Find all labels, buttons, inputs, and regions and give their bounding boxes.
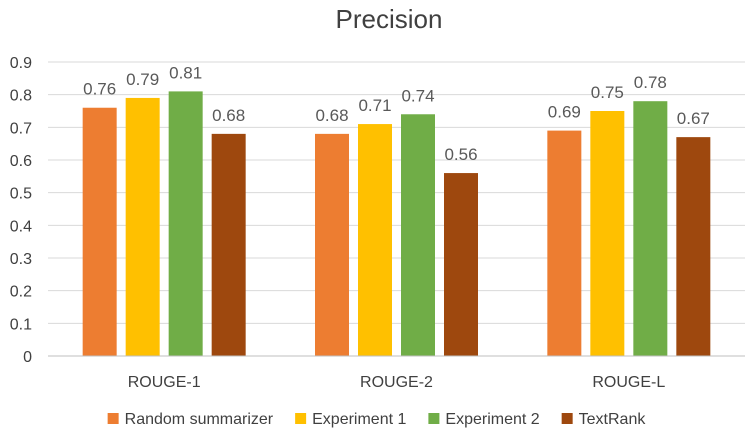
data-label: 0.69: [548, 103, 581, 122]
x-axis-categories: ROUGE-1 ROUGE-2 ROUGE-L: [128, 374, 666, 391]
data-label: 0.78: [634, 73, 667, 92]
legend-item: Experiment 1: [295, 411, 406, 428]
legend-item: Experiment 2: [428, 411, 540, 428]
legend-swatch: [561, 413, 573, 424]
data-labels: 0.76 0.79 0.81 0.68 0.68 0.71 0.74 0.56 0.69 0.75…: [83, 63, 710, 164]
legend-label: Experiment 2: [445, 411, 539, 428]
legend-swatch: [428, 413, 440, 424]
bar: [444, 173, 478, 356]
bar: [547, 130, 582, 356]
bar: [358, 124, 392, 356]
legend-label: Experiment 1: [312, 411, 406, 428]
bar: [125, 97, 160, 356]
y-tick-label: 0.5: [10, 186, 32, 203]
y-tick-label: 0.6: [10, 153, 32, 170]
y-tick-label: 0.2: [10, 284, 32, 301]
legend-label: Random summarizer: [125, 411, 274, 428]
data-label: 0.56: [444, 145, 477, 164]
y-tick-label: 0.4: [10, 218, 32, 235]
legend-item: TextRank: [561, 411, 647, 428]
y-tick-label: 0.3: [10, 251, 32, 268]
bar: [676, 137, 711, 356]
y-tick-label: 0.7: [10, 120, 32, 137]
data-label: 0.71: [358, 96, 391, 115]
legend-swatch: [107, 413, 119, 424]
x-category-label: ROUGE-1: [128, 374, 201, 391]
bar: [168, 91, 203, 357]
data-label: 0.81: [169, 63, 202, 82]
legend-item: Random summarizer: [107, 411, 274, 428]
bar: [590, 111, 625, 356]
y-tick-label: 0.8: [10, 88, 32, 105]
legend-swatch: [295, 413, 307, 424]
x-category-label: ROUGE-L: [592, 374, 665, 391]
data-label: 0.76: [83, 80, 116, 99]
bar: [211, 133, 246, 356]
data-label: 0.68: [315, 106, 348, 125]
legend: Random summarizer Experiment 1 Experiment …: [107, 411, 647, 428]
y-tick-label: 0.9: [10, 55, 32, 72]
y-axis-ticks: 0 0.1 0.2 0.3 0.4 0.5 0.6 0.7 0.8 0.9: [10, 55, 32, 366]
bars: [82, 91, 711, 357]
bar: [82, 107, 117, 356]
data-label: 0.74: [401, 86, 434, 105]
y-tick-label: 0.1: [10, 316, 32, 333]
data-label: 0.67: [677, 109, 710, 128]
y-tick-label: 0: [23, 349, 32, 366]
data-label: 0.75: [591, 83, 624, 102]
x-category-label: ROUGE-2: [360, 374, 433, 391]
chart-title: Precision: [336, 4, 443, 34]
data-label: 0.68: [212, 106, 245, 125]
gridlines: [48, 61, 745, 324]
data-label: 0.79: [126, 70, 159, 89]
bar: [315, 133, 349, 356]
bar: [633, 101, 668, 356]
legend-label: TextRank: [579, 411, 647, 428]
bar: [401, 114, 435, 357]
